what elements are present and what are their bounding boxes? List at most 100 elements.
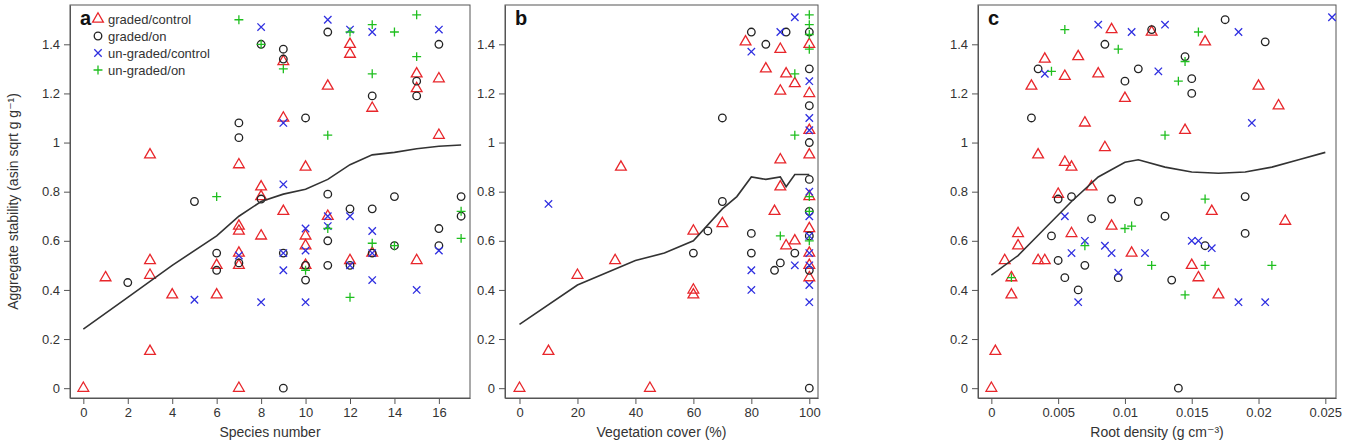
point [302, 298, 309, 305]
point [324, 190, 332, 198]
tick-label: 100 [799, 405, 821, 420]
point [212, 192, 221, 201]
point [300, 230, 311, 239]
point [1161, 21, 1168, 28]
tick-mark [64, 339, 70, 340]
y-tick: 0.2 [950, 332, 978, 347]
point [100, 271, 111, 280]
tick-label: 0.6 [42, 233, 60, 248]
point [324, 213, 331, 220]
x-tick: 16 [432, 398, 446, 420]
point [1048, 232, 1056, 240]
point [806, 114, 813, 121]
tick-mark [217, 398, 218, 404]
x-tick: 8 [258, 398, 265, 420]
tick-mark [577, 398, 578, 404]
tick-label: 0.2 [477, 332, 495, 347]
point [435, 41, 443, 49]
point [390, 28, 399, 37]
point [1194, 28, 1203, 37]
tick-mark [972, 143, 978, 144]
point [805, 236, 814, 245]
tick-label: 0.02 [1246, 405, 1271, 420]
point [990, 345, 1001, 354]
tick-mark [1325, 398, 1326, 404]
point [775, 154, 786, 163]
point [1235, 298, 1242, 305]
tick-mark [83, 398, 84, 404]
point [1106, 220, 1117, 229]
point [1007, 273, 1016, 282]
axis-line [71, 398, 471, 399]
point [740, 36, 751, 45]
point [280, 249, 288, 257]
point [806, 139, 814, 147]
point [145, 345, 156, 354]
legend-symbol [94, 32, 102, 40]
point [719, 114, 727, 122]
point [1120, 92, 1131, 101]
x-tick: 0.025 [1310, 398, 1343, 420]
point [235, 252, 242, 259]
plot-frame [70, 5, 470, 398]
point [791, 249, 799, 257]
point [777, 28, 784, 35]
point [368, 239, 377, 248]
tick-label: 0.4 [42, 283, 60, 298]
point [1175, 384, 1183, 392]
legend-label: graded/on [108, 29, 167, 44]
tick-mark [499, 339, 505, 340]
y-axis: 00.20.40.60.811.21.4 [950, 6, 979, 399]
x-axis: 020406080100 [506, 398, 821, 420]
point [346, 205, 354, 213]
point [1200, 36, 1211, 45]
point [257, 40, 266, 49]
x-tick: 4 [169, 398, 176, 420]
point [235, 119, 243, 127]
point [748, 28, 756, 36]
x-axis: 0246810121416 [71, 398, 471, 420]
point [771, 266, 779, 274]
point [1267, 261, 1276, 270]
point [257, 41, 265, 49]
y-tick: 0.2 [477, 332, 505, 347]
point [368, 205, 376, 213]
panel: 024681012141600.20.40.60.811.21.4aSpecie… [5, 5, 471, 440]
y-tick: 0 [488, 381, 505, 396]
tick-mark [972, 44, 978, 45]
tick-mark [64, 290, 70, 291]
point [805, 192, 814, 201]
point [302, 114, 310, 122]
point [280, 267, 287, 274]
point [806, 281, 813, 288]
point [1073, 50, 1084, 59]
point [748, 249, 756, 257]
tick-label: 0.01 [1113, 405, 1138, 420]
tick-mark [972, 290, 978, 291]
tick-mark [499, 388, 505, 389]
point [804, 247, 815, 256]
point [346, 262, 354, 270]
point [191, 198, 199, 206]
y-axis: 00.20.40.60.811.21.4 [477, 6, 506, 399]
point [806, 298, 813, 305]
tick-label: 1 [488, 135, 495, 150]
plot-area [514, 10, 815, 392]
point [986, 382, 997, 391]
point [369, 227, 376, 234]
point [543, 345, 554, 354]
point [1059, 70, 1070, 79]
point [1080, 241, 1089, 250]
x-tick: 2 [125, 398, 132, 420]
point [1180, 124, 1191, 133]
point [1026, 80, 1037, 89]
tick-label: 4 [169, 405, 176, 420]
point [368, 20, 377, 29]
tick-mark [394, 398, 395, 404]
point [411, 254, 422, 263]
point [412, 52, 421, 61]
point [1193, 271, 1204, 280]
point [760, 63, 771, 72]
point [1093, 68, 1104, 77]
point [346, 262, 353, 269]
